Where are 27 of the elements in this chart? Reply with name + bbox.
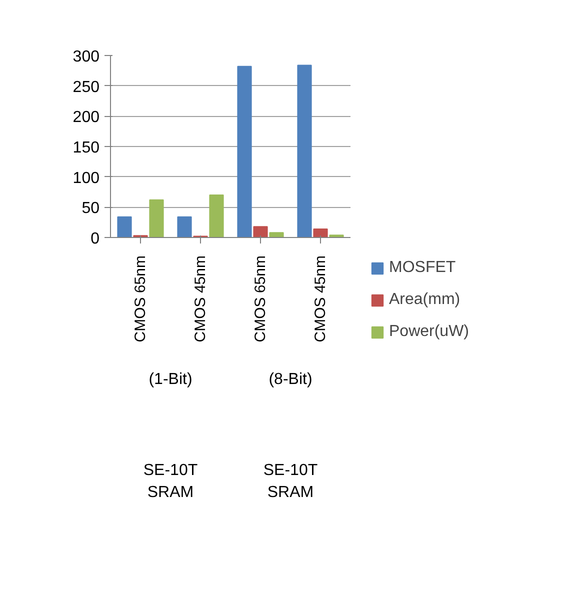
bar: [297, 64, 312, 238]
bar: [117, 216, 132, 238]
bar: [269, 232, 284, 238]
text: (8-Bit): [268, 371, 312, 388]
bar: [177, 216, 192, 238]
legend-label: MOSFET: [389, 259, 456, 277]
x-tick-label: CMOS 45nm: [312, 255, 329, 342]
text: SE-10T SRAM: [143, 462, 198, 502]
bar: [209, 194, 224, 238]
y-tick-label: 300: [72, 48, 100, 66]
text: SE-10T SRAM: [263, 462, 318, 502]
y-tick-label: 0: [90, 230, 100, 248]
bar: [313, 228, 328, 238]
legend-label: Power(uW): [389, 323, 470, 341]
x-tick-label: CMOS 65nm: [252, 255, 269, 342]
y-tick-label: 200: [72, 109, 100, 126]
bar: [253, 226, 268, 238]
bar: [237, 66, 252, 238]
y-tick-label: 250: [72, 78, 100, 96]
y-tick-label: 150: [72, 140, 100, 156]
text: (1-Bit): [148, 371, 192, 388]
bar: [149, 199, 164, 238]
x-tick-label: CMOS 45nm: [192, 255, 209, 342]
y-tick-label: 100: [72, 170, 100, 187]
x-tick-label: CMOS 65nm: [132, 255, 149, 342]
y-tick-label: 50: [82, 200, 100, 218]
legend-label: Area(mm): [389, 291, 460, 309]
